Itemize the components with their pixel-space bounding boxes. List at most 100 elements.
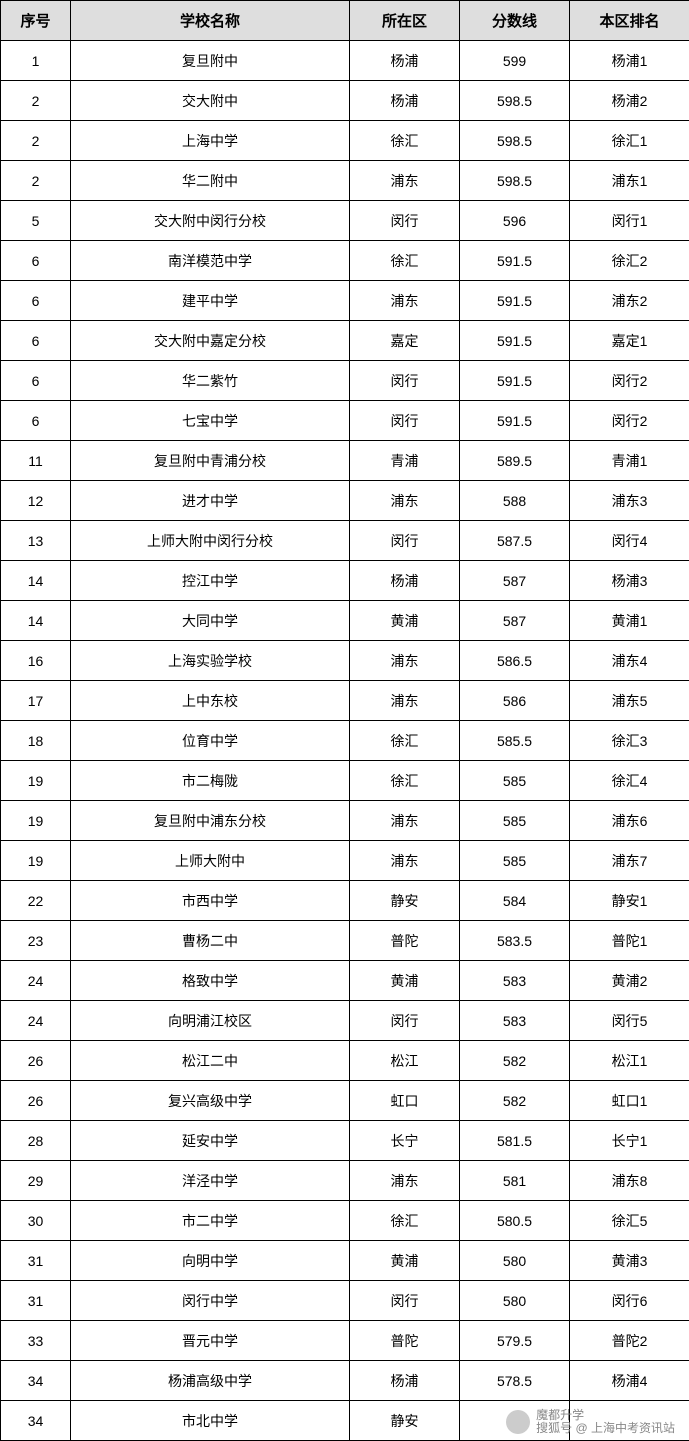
cell-score: 598.5 bbox=[460, 81, 570, 121]
cell-dist: 浦东 bbox=[350, 841, 460, 881]
cell-name: 市二中学 bbox=[71, 1201, 350, 1241]
cell-dist: 杨浦 bbox=[350, 41, 460, 81]
cell-score: 579.5 bbox=[460, 1321, 570, 1361]
table-row: 1复旦附中杨浦599杨浦1 bbox=[1, 41, 689, 81]
cell-dist: 黄浦 bbox=[350, 1241, 460, 1281]
cell-name: 华二附中 bbox=[71, 161, 350, 201]
cell-idx: 31 bbox=[1, 1241, 71, 1281]
cell-rank: 黄浦3 bbox=[570, 1241, 689, 1281]
table-row: 33晋元中学普陀579.5普陀2 bbox=[1, 1321, 689, 1361]
cell-rank: 黄浦2 bbox=[570, 961, 689, 1001]
cell-rank: 闵行5 bbox=[570, 1001, 689, 1041]
header-school: 学校名称 bbox=[71, 1, 350, 41]
table-row: 26复兴高级中学虹口582虹口1 bbox=[1, 1081, 689, 1121]
cell-name: 复旦附中青浦分校 bbox=[71, 441, 350, 481]
cell-dist: 浦东 bbox=[350, 281, 460, 321]
cell-dist: 浦东 bbox=[350, 641, 460, 681]
cell-name: 上海中学 bbox=[71, 121, 350, 161]
cell-idx: 14 bbox=[1, 601, 71, 641]
cell-name: 交大附中 bbox=[71, 81, 350, 121]
cell-score: 589.5 bbox=[460, 441, 570, 481]
cell-rank: 闵行1 bbox=[570, 201, 689, 241]
cell-name: 向明浦江校区 bbox=[71, 1001, 350, 1041]
cell-rank: 浦东2 bbox=[570, 281, 689, 321]
cell-idx: 33 bbox=[1, 1321, 71, 1361]
table-row: 19市二梅陇徐汇585徐汇4 bbox=[1, 761, 689, 801]
table-row: 6七宝中学闵行591.5闵行2 bbox=[1, 401, 689, 441]
cell-name: 洋泾中学 bbox=[71, 1161, 350, 1201]
cell-rank: 徐汇2 bbox=[570, 241, 689, 281]
table-row: 16上海实验学校浦东586.5浦东4 bbox=[1, 641, 689, 681]
cell-score: 578.5 bbox=[460, 1361, 570, 1401]
cell-idx: 14 bbox=[1, 561, 71, 601]
cell-name: 向明中学 bbox=[71, 1241, 350, 1281]
table-row: 24向明浦江校区闵行583闵行5 bbox=[1, 1001, 689, 1041]
cell-dist: 徐汇 bbox=[350, 121, 460, 161]
cell-rank: 虹口1 bbox=[570, 1081, 689, 1121]
cell-name: 复旦附中浦东分校 bbox=[71, 801, 350, 841]
cell-name: 上师大附中 bbox=[71, 841, 350, 881]
cell-idx: 6 bbox=[1, 241, 71, 281]
cell-name: 市北中学 bbox=[71, 1401, 350, 1441]
cell-score: 599 bbox=[460, 41, 570, 81]
cell-rank: 闵行6 bbox=[570, 1281, 689, 1321]
table-row: 31闵行中学闵行580闵行6 bbox=[1, 1281, 689, 1321]
cell-rank: 徐汇4 bbox=[570, 761, 689, 801]
cell-score: 581.5 bbox=[460, 1121, 570, 1161]
table-row: 2上海中学徐汇598.5徐汇1 bbox=[1, 121, 689, 161]
cell-score: 580.5 bbox=[460, 1201, 570, 1241]
cell-rank: 静安1 bbox=[570, 881, 689, 921]
cell-dist: 松江 bbox=[350, 1041, 460, 1081]
cell-dist: 嘉定 bbox=[350, 321, 460, 361]
cell-score: 582 bbox=[460, 1081, 570, 1121]
cell-idx: 22 bbox=[1, 881, 71, 921]
cell-idx: 28 bbox=[1, 1121, 71, 1161]
table-row: 19复旦附中浦东分校浦东585浦东6 bbox=[1, 801, 689, 841]
cell-score: 591.5 bbox=[460, 281, 570, 321]
cell-score: 591.5 bbox=[460, 361, 570, 401]
cell-name: 复旦附中 bbox=[71, 41, 350, 81]
cell-score: 591.5 bbox=[460, 241, 570, 281]
cell-idx: 12 bbox=[1, 481, 71, 521]
cell-idx: 5 bbox=[1, 201, 71, 241]
cell-idx: 19 bbox=[1, 841, 71, 881]
cell-idx: 29 bbox=[1, 1161, 71, 1201]
table-row: 6交大附中嘉定分校嘉定591.5嘉定1 bbox=[1, 321, 689, 361]
cell-name: 市西中学 bbox=[71, 881, 350, 921]
table-row: 19上师大附中浦东585浦东7 bbox=[1, 841, 689, 881]
cell-name: 南洋模范中学 bbox=[71, 241, 350, 281]
cell-rank: 闵行2 bbox=[570, 401, 689, 441]
table-row: 23曹杨二中普陀583.5普陀1 bbox=[1, 921, 689, 961]
cell-score: 583 bbox=[460, 1001, 570, 1041]
cell-dist: 杨浦 bbox=[350, 81, 460, 121]
cell-score: 596 bbox=[460, 201, 570, 241]
table-row: 17上中东校浦东586浦东5 bbox=[1, 681, 689, 721]
cell-name: 七宝中学 bbox=[71, 401, 350, 441]
header-district: 所在区 bbox=[350, 1, 460, 41]
cell-dist: 青浦 bbox=[350, 441, 460, 481]
cell-idx: 24 bbox=[1, 1001, 71, 1041]
cell-rank: 青浦1 bbox=[570, 441, 689, 481]
cell-score: 580 bbox=[460, 1241, 570, 1281]
cell-dist: 闵行 bbox=[350, 401, 460, 441]
cell-rank: 闵行2 bbox=[570, 361, 689, 401]
cell-idx: 11 bbox=[1, 441, 71, 481]
cell-dist: 闵行 bbox=[350, 521, 460, 561]
table-header: 序号 学校名称 所在区 分数线 本区排名 bbox=[1, 1, 689, 41]
cell-name: 位育中学 bbox=[71, 721, 350, 761]
cell-idx: 26 bbox=[1, 1041, 71, 1081]
cell-dist: 杨浦 bbox=[350, 1361, 460, 1401]
cell-name: 华二紫竹 bbox=[71, 361, 350, 401]
cell-dist: 浦东 bbox=[350, 481, 460, 521]
cell-rank: 普陀2 bbox=[570, 1321, 689, 1361]
cell-rank: 嘉定1 bbox=[570, 321, 689, 361]
cell-idx: 24 bbox=[1, 961, 71, 1001]
cell-name: 复兴高级中学 bbox=[71, 1081, 350, 1121]
table-row: 2华二附中浦东598.5浦东1 bbox=[1, 161, 689, 201]
cell-rank: 杨浦2 bbox=[570, 81, 689, 121]
cell-name: 闵行中学 bbox=[71, 1281, 350, 1321]
cell-score: 586.5 bbox=[460, 641, 570, 681]
cell-rank: 徐汇1 bbox=[570, 121, 689, 161]
cell-name: 杨浦高级中学 bbox=[71, 1361, 350, 1401]
table-row: 26松江二中松江582松江1 bbox=[1, 1041, 689, 1081]
